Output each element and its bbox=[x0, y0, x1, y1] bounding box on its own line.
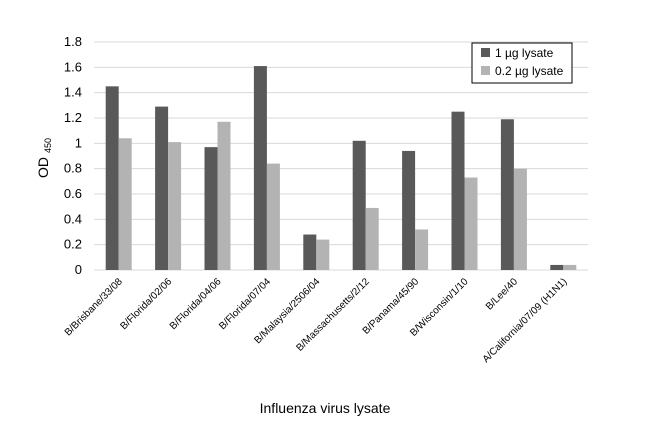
bar-1-10 bbox=[550, 264, 564, 270]
bar-1-7 bbox=[402, 150, 416, 270]
bar-1-8 bbox=[451, 111, 465, 271]
y-tick-label: 0.4 bbox=[64, 211, 82, 226]
bar-2-3 bbox=[217, 121, 231, 270]
bar-2-6 bbox=[365, 207, 379, 270]
legend-label-series-1: 1 µg lysate bbox=[495, 46, 554, 60]
bar-2-2 bbox=[168, 142, 182, 270]
bar-1-5 bbox=[303, 234, 317, 270]
bar-2-8 bbox=[464, 177, 478, 270]
x-tick-label: B/Florida/07/04 bbox=[217, 276, 273, 332]
y-axis-title: OD450 bbox=[35, 138, 53, 178]
legend-swatch-series-2 bbox=[481, 66, 490, 75]
bar-1-4 bbox=[253, 66, 267, 270]
bar-2-10 bbox=[563, 264, 577, 270]
bar-1-3 bbox=[204, 147, 218, 270]
y-tick-label: 1.6 bbox=[64, 59, 82, 74]
y-tick-label: 0.8 bbox=[64, 161, 82, 176]
y-tick-label: 1.2 bbox=[64, 110, 82, 125]
bar-2-5 bbox=[316, 239, 330, 270]
y-tick-label: 0.6 bbox=[64, 186, 82, 201]
y-tick-label: 0.2 bbox=[64, 237, 82, 252]
x-tick-label: A/California/07/09 (H1N1) bbox=[481, 276, 570, 365]
legend: 1 µg lysate 0.2 µg lysate bbox=[471, 42, 573, 84]
bars bbox=[105, 66, 577, 271]
bar-2-4 bbox=[266, 163, 280, 270]
y-tick-label: 1.8 bbox=[64, 34, 82, 49]
legend-label-series-2: 0.2 µg lysate bbox=[495, 64, 564, 78]
x-axis-ticks: B/Brisbane/33/08B/Florida/02/06B/Florida… bbox=[63, 276, 570, 365]
bar-1-1 bbox=[105, 86, 119, 270]
bar-2-9 bbox=[513, 168, 527, 270]
y-tick-label: 0 bbox=[75, 262, 82, 277]
x-tick-label: B/Florida/02/06 bbox=[118, 276, 174, 332]
bar-1-9 bbox=[500, 119, 514, 271]
y-tick-label: 1.4 bbox=[64, 85, 82, 100]
bar-1-6 bbox=[352, 140, 366, 270]
x-tick-label: B/Brisbane/33/08 bbox=[63, 276, 125, 338]
legend-swatch-series-1 bbox=[481, 48, 490, 57]
bar-2-1 bbox=[118, 138, 132, 270]
y-tick-label: 1 bbox=[75, 135, 82, 150]
x-axis-title: Influenza virus lysate bbox=[260, 400, 391, 416]
legend-box bbox=[471, 42, 573, 84]
x-tick-label: B/Florida/04/06 bbox=[168, 276, 224, 332]
bar-2-7 bbox=[415, 229, 429, 270]
y-axis-ticks: 0 0.2 0.4 0.6 0.8 1 1.2 1.4 1.6 1.8 bbox=[64, 34, 82, 277]
x-tick-label: B/Lee/40 bbox=[484, 276, 520, 312]
bar-1-2 bbox=[155, 106, 169, 270]
